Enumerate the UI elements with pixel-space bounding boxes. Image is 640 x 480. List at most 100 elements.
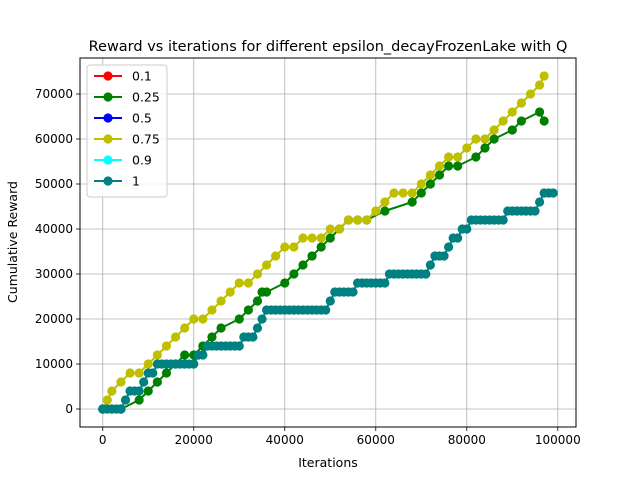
data-point-0.25 — [507, 125, 517, 135]
data-point-0.75 — [180, 323, 190, 333]
data-point-1 — [453, 233, 463, 243]
data-point-0.75 — [143, 359, 153, 369]
data-point-1 — [148, 368, 158, 378]
data-point-0.25 — [316, 242, 326, 252]
data-point-0.25 — [434, 170, 445, 180]
y-tick-label: 10000 — [35, 357, 73, 371]
data-point-1 — [439, 251, 449, 261]
data-point-0.75 — [434, 161, 445, 171]
x-tick-label: 0 — [99, 433, 107, 447]
y-tick-label: 70000 — [35, 87, 73, 101]
data-point-0.25 — [280, 278, 290, 288]
data-point-0.75 — [398, 188, 408, 198]
data-point-0.75 — [516, 98, 526, 108]
data-point-0.25 — [480, 143, 490, 153]
data-point-0.75 — [525, 89, 536, 99]
data-point-0.25 — [252, 296, 263, 306]
x-tick-label: 80000 — [448, 433, 486, 447]
data-point-0.75 — [189, 314, 199, 324]
data-point-1 — [198, 350, 208, 360]
data-point-0.75 — [225, 287, 235, 297]
data-point-0.25 — [380, 206, 390, 216]
data-point-0.75 — [325, 224, 335, 234]
data-point-0.25 — [152, 377, 162, 387]
data-point-0.25 — [243, 305, 253, 315]
data-point-0.25 — [425, 179, 435, 189]
data-point-0.75 — [198, 314, 208, 324]
data-point-0.75 — [334, 224, 344, 234]
axis-ticks: 0 20000 40000 60000 80000 100000 0 10000 20000 30… — [35, 87, 581, 447]
legend-label: 1 — [132, 174, 140, 189]
data-point-1 — [421, 269, 431, 279]
data-point-0.25 — [143, 386, 153, 396]
data-point-1 — [443, 242, 454, 252]
data-point-0.75 — [539, 71, 549, 81]
data-point-0.25 — [407, 197, 417, 207]
legend-label: 0.9 — [132, 153, 152, 168]
x-tick-label: 20000 — [175, 433, 213, 447]
data-point-0.75 — [389, 188, 399, 198]
data-point-0.75 — [234, 278, 244, 288]
data-point-1 — [252, 323, 263, 333]
y-tick-label: 60000 — [35, 132, 73, 146]
chart-title: Reward vs iterations for different epsil… — [89, 39, 568, 55]
data-point-0.75 — [271, 251, 281, 261]
data-point-1 — [325, 296, 335, 306]
data-point-0.25 — [535, 107, 545, 117]
data-point-0.75 — [134, 368, 144, 378]
legend-marker — [103, 113, 113, 123]
data-point-0.75 — [462, 143, 472, 153]
data-point-1 — [348, 287, 358, 297]
data-point-0.75 — [207, 305, 217, 315]
data-point-0.75 — [416, 179, 426, 189]
data-point-0.75 — [489, 125, 499, 135]
data-point-0.25 — [298, 260, 308, 270]
x-tick-label: 60000 — [357, 433, 395, 447]
data-point-0.75 — [443, 152, 454, 162]
legend-marker — [103, 155, 113, 165]
plot-frame — [79, 57, 577, 428]
data-point-0.75 — [362, 215, 372, 225]
data-point-0.25 — [180, 350, 190, 360]
data-point-0.25 — [161, 368, 172, 378]
data-point-1 — [498, 215, 508, 225]
data-point-0.75 — [352, 215, 363, 225]
data-point-0.75 — [407, 188, 417, 198]
data-point-0.75 — [471, 134, 481, 144]
data-point-1 — [189, 359, 199, 369]
data-point-0.75 — [453, 152, 463, 162]
data-point-0.75 — [535, 80, 545, 90]
data-point-0.75 — [102, 395, 112, 405]
data-point-0.25 — [216, 323, 226, 333]
data-point-0.25 — [471, 152, 481, 162]
y-tick-label: 30000 — [35, 267, 73, 281]
data-point-0.75 — [380, 197, 390, 207]
data-point-0.75 — [170, 332, 181, 342]
legend-label: 0.5 — [132, 111, 152, 126]
data-point-0.75 — [480, 134, 490, 144]
data-point-0.75 — [252, 269, 263, 279]
data-point-0.25 — [453, 161, 463, 171]
legend-marker — [103, 71, 113, 81]
legend-label: 0.25 — [132, 90, 160, 105]
y-tick-label: 40000 — [35, 222, 73, 236]
data-point-0.75 — [125, 368, 135, 378]
data-point-0.75 — [507, 107, 517, 117]
data-point-0.25 — [416, 188, 426, 198]
data-point-0.25 — [443, 161, 454, 171]
data-point-0.75 — [316, 233, 326, 243]
data-point-0.25 — [207, 332, 217, 342]
data-point-1 — [116, 404, 126, 414]
data-point-1 — [321, 305, 331, 315]
data-point-1 — [234, 341, 244, 351]
data-point-0.25 — [307, 251, 317, 261]
legend: 0.1 0.25 0.5 0.75 0.9 1 — [86, 64, 168, 198]
data-point-1 — [548, 188, 558, 198]
data-point-0.75 — [152, 350, 162, 360]
data-point-0.25 — [134, 395, 144, 405]
plot-series — [98, 71, 558, 414]
data-point-0.75 — [261, 260, 272, 270]
data-point-0.75 — [298, 233, 308, 243]
data-point-0.75 — [161, 341, 172, 351]
